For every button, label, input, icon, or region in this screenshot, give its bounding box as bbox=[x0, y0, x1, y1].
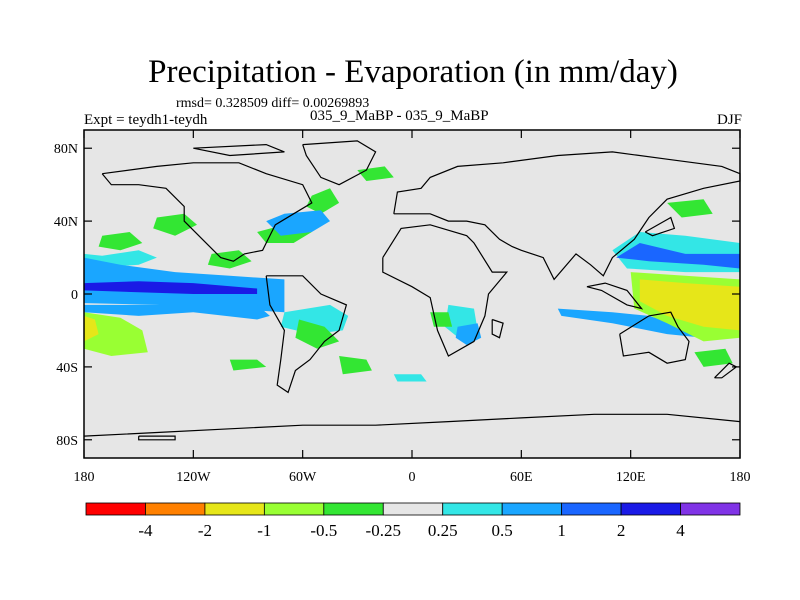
colorbar-swatch-5 bbox=[382, 502, 444, 516]
y-axis: 80N 40N 0 40S 80S bbox=[54, 142, 740, 449]
x-tick-label-2: 60W bbox=[289, 470, 317, 485]
colorbar-label-8: 2 bbox=[617, 521, 626, 540]
colorbar-swatch-8 bbox=[561, 502, 622, 516]
region-wpac-blue bbox=[616, 243, 740, 269]
y-tick-label-1: 40N bbox=[54, 215, 78, 230]
colorbar-label-4: -0.25 bbox=[366, 521, 401, 540]
coastline-africa-eurasia bbox=[382, 224, 509, 357]
region-safrica-green bbox=[229, 359, 267, 371]
colorbar-swatch-0 bbox=[85, 502, 146, 516]
region-wpac-green-n bbox=[667, 199, 713, 218]
region-wpac-yellow bbox=[639, 279, 740, 331]
x-tick-label-4: 60E bbox=[510, 470, 533, 485]
coastline-south-america bbox=[265, 275, 348, 394]
colorbar-label-1: -2 bbox=[198, 521, 212, 540]
colorbar-label-5: 0.25 bbox=[428, 521, 458, 540]
x-tick-label-6: 180 bbox=[730, 470, 751, 485]
region-npacific-green2 bbox=[153, 213, 197, 236]
coastlines bbox=[83, 140, 741, 441]
colorbar-swatch-6 bbox=[442, 502, 503, 516]
region-npacific-green3 bbox=[207, 250, 252, 269]
region-na-green2 bbox=[306, 188, 340, 214]
region-pacific-mid bbox=[84, 304, 270, 320]
colorbar-swatch-7 bbox=[501, 502, 563, 516]
colorbar-label-6: 0.5 bbox=[492, 521, 513, 540]
region-nafrica-lightblue bbox=[393, 374, 427, 382]
colorbar-swatch-10 bbox=[680, 502, 741, 516]
coastline-seasia-box bbox=[586, 282, 644, 310]
colorbar-swatch-2 bbox=[204, 502, 265, 516]
coastline-eurasia bbox=[393, 151, 741, 281]
period-label: 035_9_MaBP - 035_9_MaBP bbox=[310, 108, 489, 124]
coastline-arctic-island bbox=[193, 143, 285, 157]
rmsd-diff-stats: rmsd= 0.328509 diff= 0.00269893 bbox=[176, 96, 370, 111]
region-sa-green bbox=[295, 319, 340, 349]
region-pacific-itcz bbox=[84, 281, 258, 294]
colorbar-swatch-3 bbox=[263, 502, 325, 516]
coastline-antarctica bbox=[83, 413, 741, 437]
coastline-antarctic-rect bbox=[138, 435, 176, 441]
region-south-pacific-green bbox=[84, 312, 148, 356]
region-south-pacific-yellow bbox=[84, 315, 99, 342]
experiment-label: Expt = teydh1-teydh bbox=[84, 112, 208, 128]
y-tick-label-2: 0 bbox=[71, 288, 78, 303]
coastline-north-america bbox=[101, 162, 313, 262]
colorbar-swatch-9 bbox=[620, 502, 681, 516]
region-atlantic-blue bbox=[266, 210, 330, 236]
season-label: DJF bbox=[716, 112, 742, 128]
colorbar: -4 -2 -1 -0.5 -0.25 0.25 0.5 1 2 4 bbox=[85, 502, 741, 540]
colorbar-swatch-1 bbox=[145, 502, 206, 516]
y-tick-label-4: 80S bbox=[56, 434, 78, 449]
colorbar-swatch-4 bbox=[323, 502, 384, 516]
colorbar-label-7: 1 bbox=[557, 521, 566, 540]
region-satl-green bbox=[339, 356, 372, 375]
colorbar-label-9: 4 bbox=[676, 521, 685, 540]
x-tick-label-0: 180 bbox=[74, 470, 95, 485]
coastline-australia bbox=[619, 311, 690, 364]
y-tick-label-0: 80N bbox=[54, 142, 78, 157]
coastline-japan-box bbox=[644, 216, 676, 237]
region-pacific-north-green bbox=[98, 232, 143, 251]
region-indian-blue bbox=[557, 308, 704, 338]
coastline-madagascar bbox=[491, 318, 504, 339]
chart-title: Precipitation - Evaporation (in mm/day) bbox=[148, 54, 678, 90]
x-tick-label-5: 120E bbox=[616, 470, 646, 485]
coastline-greenland bbox=[302, 140, 377, 186]
region-pacific-far-green bbox=[694, 348, 733, 367]
x-axis: 180 120W 60W 0 60E 120E 180 bbox=[74, 130, 751, 485]
x-tick-label-3: 0 bbox=[409, 470, 416, 485]
y-tick-label-3: 40S bbox=[56, 361, 78, 376]
x-tick-label-1: 120W bbox=[176, 470, 211, 485]
colorbar-label-3: -0.5 bbox=[310, 521, 337, 540]
colorbar-label-0: -4 bbox=[138, 521, 153, 540]
colorbar-label-2: -1 bbox=[257, 521, 271, 540]
